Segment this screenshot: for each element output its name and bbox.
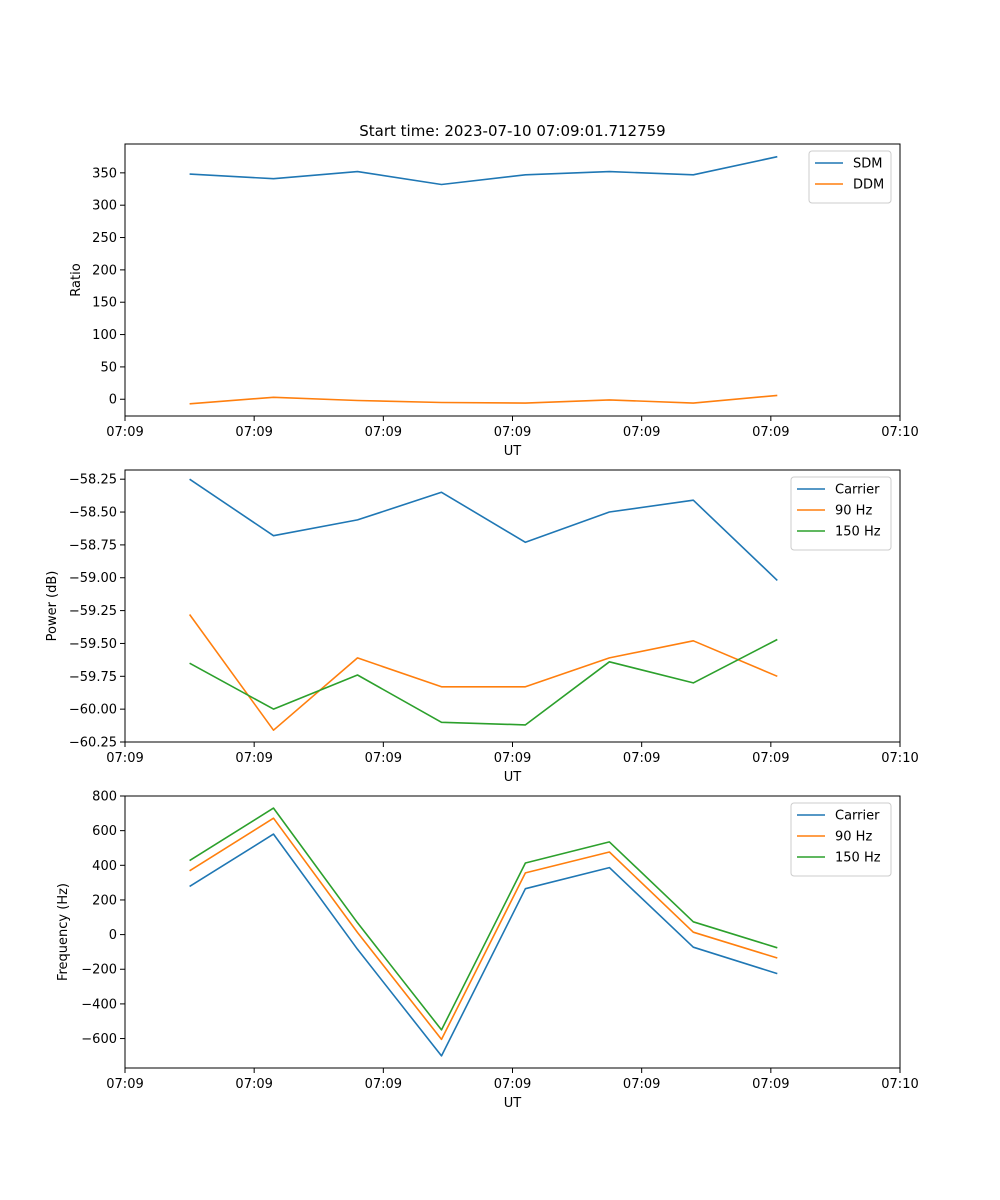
y-tick-label: −59.00 [69,571,117,586]
legend-label: SDM [853,157,882,172]
chart-panel-ratio: 07:09 07:09 07:09 07:09 07:09 07:09 07:10 0 50 10… [69,143,919,459]
y-tick-label: −59.25 [69,604,117,619]
x-tick-label: 07:09 [752,751,789,766]
y-axis-label: Ratio [69,263,84,296]
y-tick-label: 600 [92,824,117,839]
legend-label: 150 Hz [835,851,881,866]
x-tick-label: 07:09 [235,425,272,440]
plots-container: 07:09 07:09 07:09 07:09 07:09 07:09 07:10 0 50 10… [45,143,919,1112]
x-axis-label: UT [504,444,522,459]
legend: SDM DDM [808,150,892,204]
series-line-150-hz [189,638,778,726]
legend-label: 90 Hz [835,504,872,519]
x-tick-label: 07:09 [494,425,531,440]
x-tick-label: 07:10 [881,1077,918,1092]
legend-label: Carrier [835,483,880,498]
y-tick-label: 100 [92,328,117,343]
series-line-carrier [189,833,778,1057]
y-tick-label: 300 [92,199,117,214]
x-tick-label: 07:09 [752,1077,789,1092]
x-tick-label: 07:09 [235,1077,272,1092]
legend-box [808,150,892,204]
legend-label: 150 Hz [835,525,881,540]
y-tick-label: 400 [92,859,117,874]
y-tick-label: 200 [92,893,117,908]
y-tick-label: 50 [100,360,117,375]
y-tick-label: −60.25 [69,736,117,751]
series-line-90-hz [188,614,778,732]
y-tick-label: −58.75 [69,538,117,553]
series-line-sdm [189,155,778,186]
legend: Carrier 90 Hz 150 Hz [790,476,892,551]
y-tick-label: −59.50 [69,637,117,652]
y-tick-label: 250 [92,231,117,246]
x-tick-label: 07:09 [106,1077,143,1092]
y-tick-label: −400 [81,997,117,1012]
y-tick-label: 350 [92,166,117,181]
x-tick-label: 07:09 [623,751,660,766]
y-tick-label: 150 [92,296,117,311]
y-tick-label: 200 [92,263,117,278]
chart-panel-power: 07:09 07:09 07:09 07:09 07:09 07:09 07:10 −60.2… [45,469,919,785]
x-tick-label: 07:09 [106,425,143,440]
legend-label: Carrier [835,809,880,824]
y-tick-label: 800 [92,790,117,805]
axes-frame [124,795,901,1069]
x-tick-label: 07:09 [623,1077,660,1092]
x-tick-label: 07:09 [623,425,660,440]
x-tick-label: 07:09 [752,425,789,440]
x-tick-label: 07:09 [494,751,531,766]
y-tick-label: −58.50 [69,506,117,521]
legend-label: 90 Hz [835,830,872,845]
x-tick-label: 07:09 [235,751,272,766]
x-tick-label: 07:10 [881,425,918,440]
series-line-90-hz [189,817,778,1041]
y-tick-label: −200 [81,963,117,978]
x-tick-label: 07:09 [494,1077,531,1092]
legend-label: DDM [853,178,884,193]
x-tick-label: 07:10 [881,751,918,766]
series-line-carrier [189,478,778,581]
axes-frame [124,469,901,743]
figure-title: Start time: 2023-07-10 07:09:01.712759 [359,122,665,140]
y-tick-label: 0 [109,393,117,408]
series-line-150-hz [189,807,778,1031]
x-axis-label: UT [504,770,522,785]
x-tick-label: 07:09 [106,751,143,766]
x-tick-label: 07:09 [365,751,402,766]
y-tick-label: −59.75 [69,670,117,685]
chart-panel-frequency: 07:09 07:09 07:09 07:09 07:09 07:09 07:10 −600 −… [56,790,919,1112]
x-tick-label: 07:09 [365,425,402,440]
y-tick-label: −58.25 [69,473,117,488]
y-axis-label: Frequency (Hz) [56,883,71,981]
y-axis-label: Power (dB) [45,571,60,642]
series-line-ddm [189,394,778,405]
legend: Carrier 90 Hz 150 Hz [790,802,892,877]
y-tick-label: 0 [109,928,117,943]
x-axis-label: UT [504,1096,522,1111]
axes-frame [124,143,901,417]
x-tick-label: 07:09 [365,1077,402,1092]
y-tick-label: −600 [81,1032,117,1047]
y-tick-label: −60.00 [69,703,117,718]
